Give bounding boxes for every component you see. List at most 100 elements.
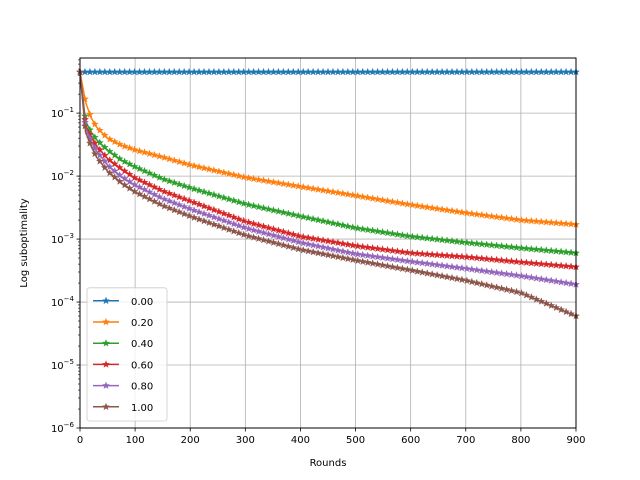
data-point-marker — [492, 268, 501, 277]
data-point-marker — [224, 169, 233, 178]
data-point-marker — [115, 140, 124, 148]
legend-item: 1.00 — [93, 402, 153, 414]
data-point-marker — [408, 232, 417, 241]
legend-label: 0.20 — [131, 318, 153, 329]
data-point-marker — [378, 195, 387, 204]
data-point-marker — [502, 214, 511, 222]
data-point-marker — [562, 307, 571, 316]
data-point-marker — [388, 246, 397, 255]
data-point-marker — [562, 219, 571, 228]
data-point-marker — [170, 191, 179, 199]
data-point-marker — [229, 219, 238, 228]
data-point-marker — [244, 173, 253, 182]
legend-label: 0.00 — [131, 297, 153, 308]
data-point-marker — [284, 209, 293, 217]
data-point-marker — [314, 235, 323, 243]
data-point-marker — [343, 240, 352, 248]
data-point-marker — [180, 202, 189, 211]
data-point-marker — [348, 241, 357, 249]
data-point-marker — [229, 196, 238, 205]
data-point-marker — [214, 207, 223, 216]
data-point-marker — [95, 138, 104, 147]
data-point-marker — [403, 200, 412, 208]
data-point-marker — [457, 237, 466, 246]
data-point-marker — [294, 211, 303, 220]
data-point-marker — [448, 206, 456, 215]
data-point-marker — [309, 234, 318, 242]
data-point-marker — [155, 185, 164, 193]
data-point-marker — [403, 265, 412, 274]
data-point-marker — [244, 231, 253, 240]
data-point-marker — [383, 261, 392, 270]
data-point-marker — [279, 227, 288, 236]
data-point-marker — [319, 249, 328, 258]
legend-marker — [102, 360, 110, 368]
legend-box — [86, 287, 168, 422]
data-point-marker — [150, 197, 159, 205]
data-point-marker — [269, 224, 278, 233]
data-point-marker — [264, 205, 273, 213]
data-point-marker — [204, 203, 213, 212]
data-point-marker — [299, 232, 308, 241]
data-point-marker — [180, 159, 189, 167]
data-point-marker — [274, 239, 283, 248]
data-point-marker — [567, 262, 576, 270]
legend-marker — [102, 381, 110, 389]
data-point-marker — [145, 168, 154, 177]
legend-marker — [102, 296, 110, 305]
data-point-marker — [324, 250, 332, 259]
data-point-marker — [234, 214, 243, 223]
data-point-marker — [403, 248, 412, 256]
data-point-marker — [338, 221, 347, 229]
data-point-marker — [423, 250, 432, 258]
data-point-marker — [309, 214, 318, 223]
data-point-marker — [175, 192, 184, 201]
data-point-marker — [512, 271, 521, 279]
data-point-marker — [398, 247, 407, 256]
data-point-marker — [383, 196, 392, 205]
data-point-marker — [90, 143, 99, 152]
data-point-marker — [487, 255, 496, 263]
data-point-marker — [314, 242, 323, 250]
data-point-marker — [502, 269, 511, 278]
data-point-marker — [423, 269, 432, 277]
data-point-marker — [378, 260, 387, 269]
data-point-marker — [333, 220, 342, 228]
data-point-marker — [304, 246, 313, 255]
data-point-marker — [433, 260, 442, 269]
data-point-marker — [552, 277, 561, 285]
data-point-marker — [527, 244, 536, 253]
data-point-marker — [502, 256, 511, 265]
data-point-marker — [383, 245, 392, 254]
legend-item: 0.40 — [93, 339, 153, 350]
data-point-marker — [115, 177, 124, 185]
data-point-marker — [289, 243, 298, 252]
series-0.40 — [76, 67, 580, 257]
data-point-marker — [120, 180, 129, 189]
data-point-marker — [80, 121, 89, 130]
legend-item: 0.80 — [93, 381, 153, 393]
data-point-marker — [522, 244, 531, 252]
data-point-marker — [120, 157, 129, 166]
data-point-marker — [408, 266, 417, 274]
data-point-marker — [145, 180, 154, 189]
data-point-marker — [537, 297, 546, 305]
data-point-marker — [214, 167, 223, 175]
data-point-marker — [328, 245, 337, 253]
data-point-marker — [557, 247, 566, 256]
data-point-marker — [120, 142, 129, 150]
legend-marker — [102, 317, 110, 326]
data-point-marker — [557, 219, 566, 227]
data-point-marker — [105, 168, 114, 177]
data-point-marker — [502, 285, 511, 294]
data-point-marker — [160, 153, 169, 161]
data-point-marker — [522, 258, 531, 267]
data-point-marker — [532, 295, 541, 303]
data-point-marker — [353, 250, 362, 258]
data-point-marker — [363, 243, 372, 251]
data-point-marker — [477, 266, 486, 275]
data-point-marker — [284, 242, 293, 250]
data-point-marker — [140, 178, 149, 186]
data-point-marker — [497, 256, 506, 264]
data-point-marker — [408, 257, 417, 266]
